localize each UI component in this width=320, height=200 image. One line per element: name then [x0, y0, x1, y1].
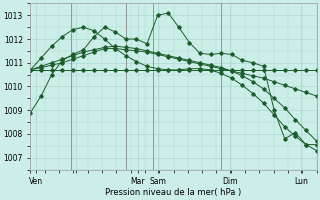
X-axis label: Pression niveau de la mer( hPa ): Pression niveau de la mer( hPa ): [105, 188, 242, 197]
